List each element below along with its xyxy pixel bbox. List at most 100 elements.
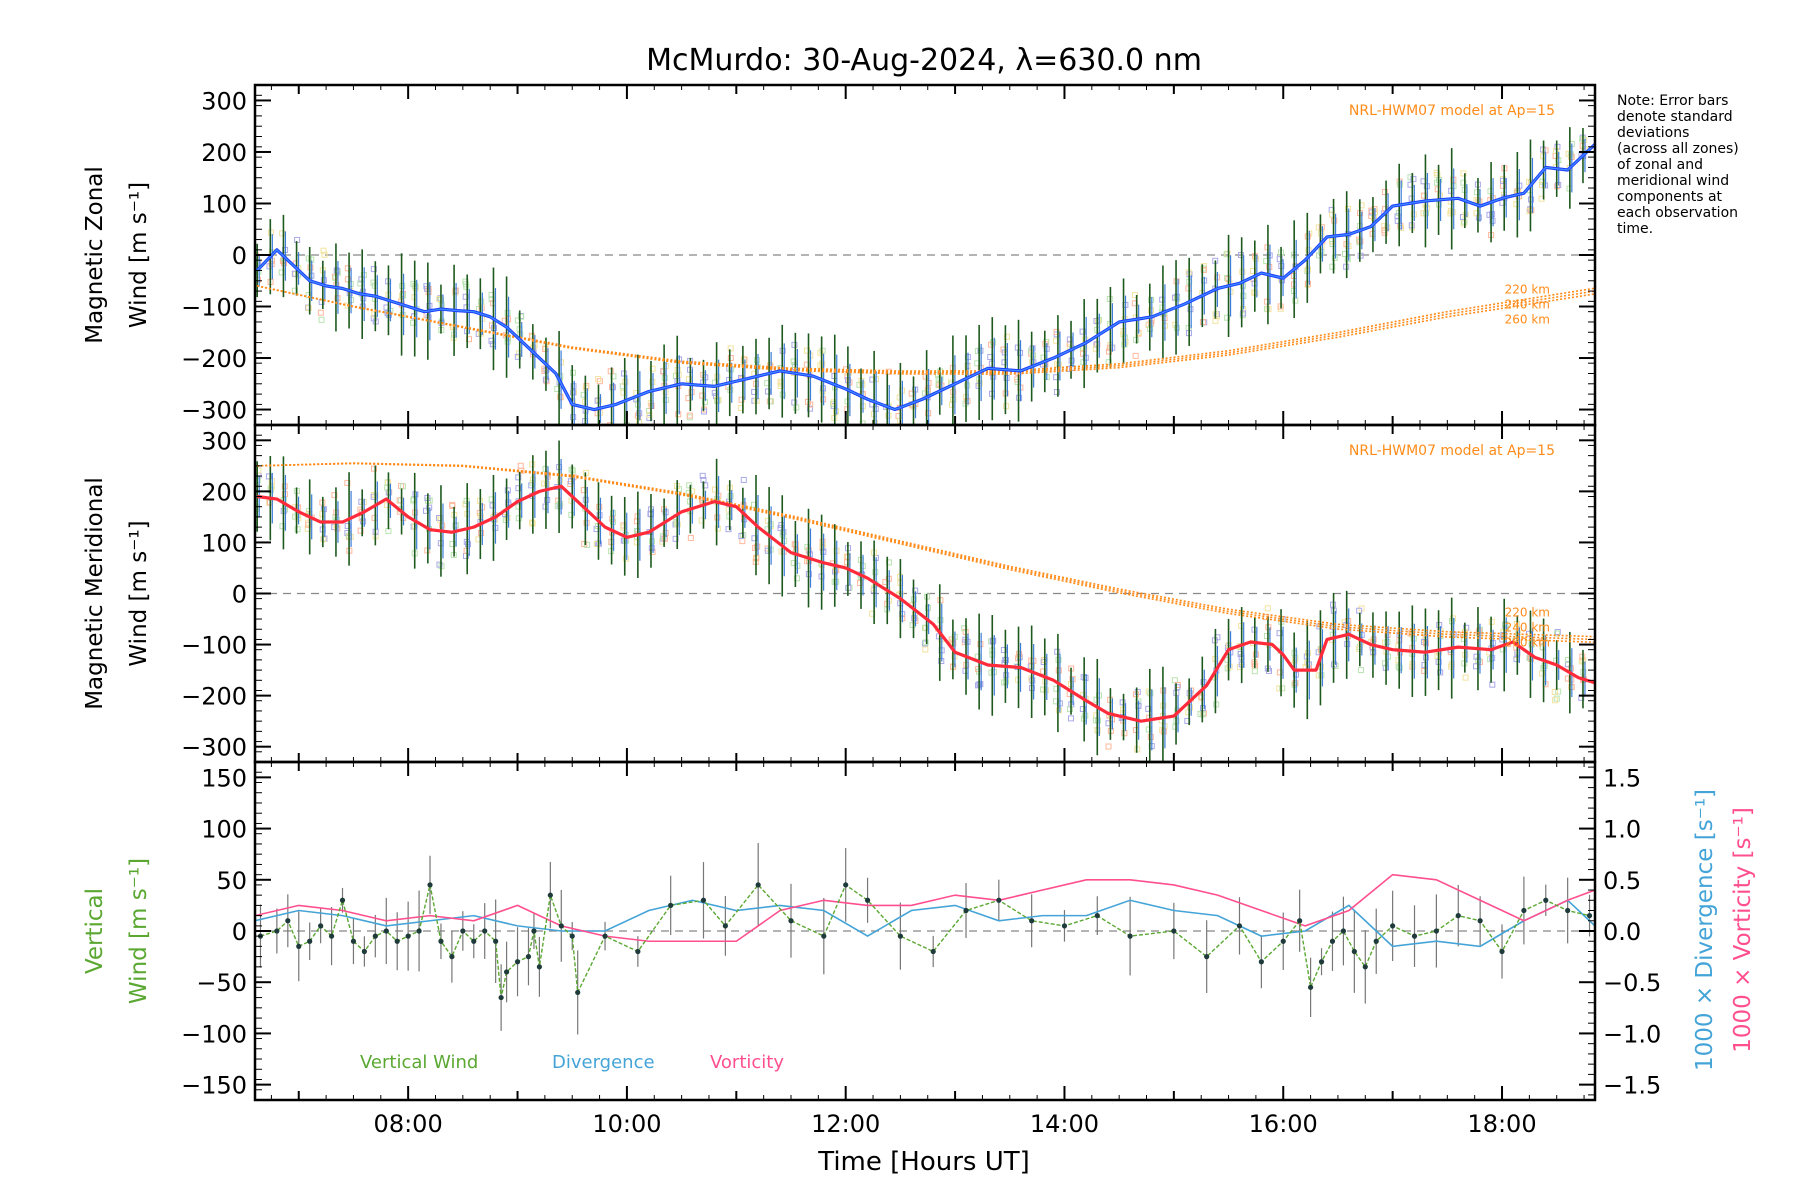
y-tick-label: −150 bbox=[181, 1072, 247, 1100]
model-curve bbox=[257, 462, 1595, 638]
zone-sample bbox=[1329, 238, 1336, 245]
zone-sample bbox=[265, 473, 272, 480]
zone-sample bbox=[1105, 348, 1112, 355]
zone-sample bbox=[1250, 268, 1257, 275]
zone-sample bbox=[686, 482, 693, 489]
zone-sample bbox=[1474, 189, 1481, 196]
zone-sample bbox=[740, 355, 747, 362]
vertical-wind-point bbox=[1329, 938, 1336, 944]
zone-sample bbox=[515, 474, 522, 481]
x-tick-label: 18:00 bbox=[1467, 1110, 1536, 1138]
vertical-wind-point bbox=[471, 938, 477, 944]
vertical-wind-point bbox=[1127, 933, 1133, 939]
zone-sample bbox=[305, 305, 312, 312]
y2-label-divergence: 1000 × Divergence [s⁻¹] bbox=[1692, 789, 1718, 1071]
y-label-line2: Wind [m s⁻¹] bbox=[126, 858, 152, 1004]
vertical-wind-point bbox=[1455, 913, 1461, 919]
vertical-wind-point bbox=[318, 923, 324, 929]
vertical-wind-point bbox=[339, 897, 346, 903]
vertical-wind-point bbox=[285, 918, 291, 924]
zone-sample bbox=[817, 362, 824, 369]
zone-sample bbox=[990, 373, 997, 380]
zone-sample bbox=[675, 486, 682, 493]
plot-area bbox=[255, 843, 1595, 1035]
vertical-wind-point bbox=[536, 964, 543, 970]
zone-sample bbox=[659, 533, 666, 540]
zone-sample bbox=[649, 538, 656, 545]
zone-sample bbox=[885, 412, 892, 419]
zone-sample bbox=[738, 533, 745, 540]
zone-sample bbox=[291, 270, 298, 277]
zone-sample bbox=[583, 519, 590, 526]
zone-sample bbox=[1003, 374, 1010, 381]
vertical-wind-point bbox=[575, 989, 581, 996]
zone-sample bbox=[1187, 306, 1194, 313]
zone-sample bbox=[1276, 630, 1283, 637]
zone-sample bbox=[688, 389, 695, 396]
zone-sample bbox=[922, 639, 929, 646]
zone-sample bbox=[859, 420, 866, 425]
vertical-wind-point bbox=[514, 959, 521, 965]
zone-sample bbox=[321, 251, 328, 258]
y-tick-label: −50 bbox=[196, 969, 247, 997]
y-label-line2: Wind [m s⁻¹] bbox=[126, 182, 152, 328]
y-tick-label: −100 bbox=[181, 294, 247, 322]
vertical-wind-point bbox=[372, 933, 378, 939]
zone-sample bbox=[1555, 688, 1562, 695]
zone-sample bbox=[609, 518, 616, 525]
zone-sample bbox=[727, 493, 734, 500]
zone-sample bbox=[1145, 705, 1152, 712]
zone-sample bbox=[1410, 175, 1417, 182]
vertical-wind-point bbox=[383, 928, 389, 934]
x-tick-label: 10:00 bbox=[592, 1110, 661, 1138]
zone-sample bbox=[1040, 668, 1047, 675]
zone-sample bbox=[739, 538, 746, 545]
vertical-wind-point bbox=[1340, 928, 1347, 934]
zone-sample bbox=[567, 478, 574, 485]
zone-sample bbox=[1119, 699, 1126, 706]
vertical-wind-point bbox=[427, 882, 433, 888]
zone-sample bbox=[476, 306, 483, 313]
zone-sample bbox=[1581, 136, 1588, 143]
zone-sample bbox=[686, 414, 693, 421]
note-line: components at bbox=[1617, 189, 1723, 205]
zone-sample bbox=[305, 255, 312, 262]
zone-sample bbox=[423, 283, 430, 290]
vertical-wind-point bbox=[755, 882, 761, 888]
zone-sample bbox=[790, 559, 797, 566]
zone-sample bbox=[449, 502, 456, 509]
zone-sample bbox=[1473, 210, 1480, 217]
zone-sample bbox=[922, 646, 929, 653]
zone-sample bbox=[1066, 336, 1073, 343]
zone-sample bbox=[1554, 628, 1561, 635]
y2-tick-label: 1.5 bbox=[1603, 764, 1641, 792]
y-tick-label: 50 bbox=[216, 867, 247, 895]
vertical-wind-point bbox=[1258, 959, 1264, 965]
zone-sample bbox=[1252, 255, 1259, 262]
y-tick-label: 100 bbox=[201, 816, 247, 844]
zone-sample bbox=[806, 405, 813, 412]
vertical-wind-point bbox=[1029, 918, 1035, 924]
vertical-wind-point bbox=[569, 933, 575, 939]
zone-sample bbox=[1224, 665, 1231, 672]
zone-sample bbox=[974, 347, 981, 354]
zone-sample bbox=[727, 355, 734, 362]
vertical-wind-point bbox=[558, 923, 564, 929]
zone-sample bbox=[1551, 688, 1558, 695]
y-tick-label: 200 bbox=[201, 478, 247, 506]
zone-sample bbox=[1082, 674, 1089, 681]
vertical-wind-point bbox=[1297, 918, 1303, 924]
zone-sample bbox=[607, 422, 614, 425]
zone-sample bbox=[1358, 202, 1365, 209]
zone-sample bbox=[1316, 252, 1323, 259]
zone-sample bbox=[1079, 706, 1086, 713]
zone-sample bbox=[1105, 359, 1112, 366]
y2-tick-label: −0.5 bbox=[1603, 969, 1661, 997]
zone-sample bbox=[1001, 679, 1008, 686]
zone-sample bbox=[1264, 298, 1271, 305]
zone-sample bbox=[1000, 646, 1007, 653]
zone-sample bbox=[1121, 730, 1128, 737]
y2-tick-label: −1.5 bbox=[1603, 1072, 1661, 1100]
y2-tick-label: 1.0 bbox=[1603, 816, 1641, 844]
vertical-wind-point bbox=[1307, 984, 1314, 990]
